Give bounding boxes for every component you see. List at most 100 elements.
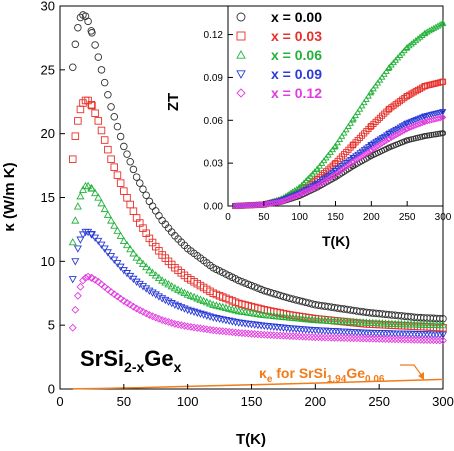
main-data-point	[231, 328, 240, 337]
compound-label-base: SrSi	[80, 346, 124, 371]
inset-data-point	[336, 135, 344, 143]
inset-data-point	[424, 132, 431, 139]
main-data-point	[410, 335, 419, 344]
main-series-1	[69, 96, 447, 332]
inset-data-point	[345, 122, 352, 129]
main-data-point	[158, 276, 167, 284]
main-data-point	[123, 150, 131, 158]
main-data-point	[135, 280, 144, 289]
main-data-point	[333, 333, 342, 342]
main-data-point	[126, 200, 134, 209]
main-data-point	[167, 282, 176, 290]
main-data-point	[250, 330, 259, 338]
main-data-point	[225, 327, 234, 336]
main-data-point	[257, 330, 266, 339]
inset-x-axis-label: T(K)	[322, 233, 350, 249]
main-data-point	[161, 278, 170, 286]
main-data-point	[292, 332, 301, 341]
inset-x-tick-label: 150	[327, 212, 344, 223]
main-data-point	[180, 305, 189, 313]
legend-entry: x = 0.03	[236, 28, 322, 44]
main-data-point	[129, 165, 138, 174]
legend-marker	[236, 31, 246, 41]
inset-y-tick-label: 0.03	[204, 159, 224, 170]
inset-y-axis-label: ZT	[165, 93, 182, 111]
main-data-point	[88, 101, 96, 110]
inset-data-point	[401, 127, 408, 134]
main-data-point	[94, 193, 103, 201]
main-data-point	[330, 333, 339, 342]
legend-label: x = 0.03	[271, 28, 322, 44]
inset-data-point	[300, 189, 308, 196]
main-data-point	[209, 326, 218, 335]
main-data-point	[234, 328, 243, 337]
main-data-point	[365, 334, 374, 343]
inset-data-point	[432, 80, 439, 87]
inset-data-point	[307, 186, 314, 193]
legend-marker	[236, 50, 246, 59]
main-data-point	[73, 245, 82, 253]
inset-y-tick-label: 0.06	[204, 116, 224, 127]
inset-data-point	[406, 124, 413, 132]
main-data-point	[183, 290, 192, 298]
main-data-point	[397, 335, 406, 344]
inset-data-point	[368, 147, 375, 154]
inset-data-point	[289, 194, 296, 201]
main-data-point	[91, 275, 100, 284]
inset-data-point	[275, 198, 283, 206]
inset-data-point	[302, 188, 310, 195]
inset-data-point	[365, 92, 372, 99]
main-data-point	[432, 336, 441, 345]
main-data-point	[183, 322, 192, 331]
inset-data-point	[332, 171, 339, 178]
legend-label: x = 0.09	[271, 66, 322, 82]
main-data-point	[266, 331, 275, 339]
main-data-point	[79, 276, 87, 285]
main-data-point	[228, 328, 237, 337]
main-x-tick-label: 100	[177, 394, 199, 409]
main-data-point	[94, 237, 103, 246]
main-data-point	[154, 273, 164, 282]
main-data-point	[378, 335, 387, 343]
main-data-point	[327, 333, 336, 342]
inset-data-point	[350, 115, 357, 122]
inset-data-point	[408, 123, 415, 131]
inset-data-point	[309, 185, 316, 192]
ke-label-mid: for SrSi	[272, 365, 326, 381]
inset-data-point	[311, 184, 318, 191]
main-data-point	[73, 202, 82, 210]
main-data-point	[68, 323, 77, 332]
main-x-tick-label: 300	[432, 394, 454, 409]
main-data-point	[263, 330, 272, 339]
inset-data-point	[416, 120, 424, 127]
inset-data-point	[332, 142, 339, 149]
main-data-point	[76, 105, 85, 114]
inset-data-point	[367, 88, 375, 95]
main-data-point	[384, 335, 393, 344]
main-data-point	[241, 329, 250, 338]
inset-data-point	[379, 112, 386, 119]
main-data-point	[151, 271, 160, 279]
inset-data-point	[430, 80, 437, 87]
main-data-point	[164, 280, 173, 288]
main-data-point	[241, 279, 249, 287]
main-data-point	[129, 207, 138, 215]
inset-data-point	[316, 181, 323, 188]
main-data-point	[202, 297, 211, 306]
main-data-point	[104, 90, 112, 99]
main-data-point	[257, 285, 265, 294]
ke-label: κe for SrSi1.94Ge0.06	[259, 365, 385, 385]
main-data-point	[260, 330, 269, 339]
main-data-point	[135, 256, 144, 264]
main-data-point	[110, 163, 119, 171]
main-data-point	[76, 236, 85, 244]
main-data-point	[91, 188, 100, 197]
legend-marker	[236, 12, 246, 22]
main-data-point	[71, 216, 80, 224]
inset-data-point	[403, 43, 411, 50]
inset-data-point	[340, 129, 348, 136]
main-data-point	[136, 179, 144, 187]
main-data-point	[403, 335, 412, 344]
inset-data-point	[426, 132, 433, 139]
